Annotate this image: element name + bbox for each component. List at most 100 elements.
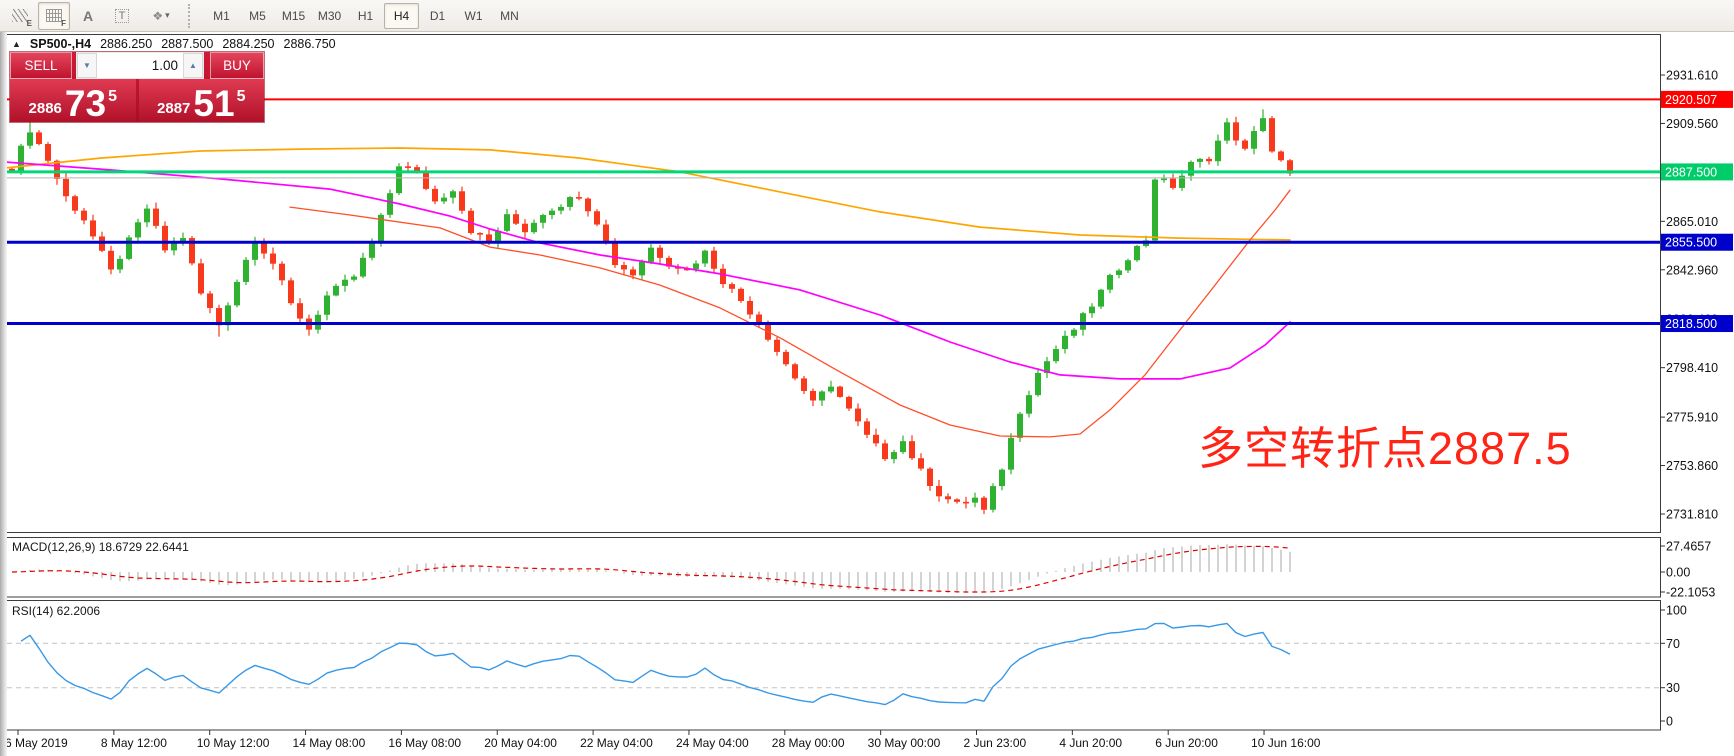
timeframe-H4[interactable]: H4 <box>384 2 419 29</box>
sell-price-prefix: 2886 <box>28 100 62 117</box>
price-axis-label: 2798.410 <box>1666 361 1718 375</box>
buy-button[interactable]: BUY <box>210 52 264 79</box>
ohlc-low: 2884.250 <box>222 37 275 51</box>
candle-body <box>900 441 906 453</box>
candle-body <box>684 268 690 271</box>
candle-body <box>1233 122 1239 141</box>
candle-body <box>135 222 141 238</box>
macd-axis-label: 0.00 <box>1666 566 1690 580</box>
timeframe-MN[interactable]: MN <box>500 8 519 23</box>
candle-body <box>405 166 411 168</box>
one-click-trading-panel: SELL ▼ 1.00 ▲ BUY 2886 73 5 2887 51 5 <box>10 52 264 122</box>
grid-sub: F <box>61 18 66 28</box>
timeframe-W1[interactable]: W1 <box>464 8 483 23</box>
price-axis-label: 2842.960 <box>1666 263 1718 277</box>
candle-body <box>540 214 546 223</box>
volume-stepper: ▼ 1.00 ▲ <box>76 52 204 79</box>
price-axis-label: 2775.910 <box>1666 411 1718 425</box>
candle-body <box>1107 274 1113 290</box>
candle-body <box>243 259 249 282</box>
volume-down-button[interactable]: ▼ <box>77 53 97 78</box>
candle-body <box>207 293 213 309</box>
candle-body <box>954 499 960 502</box>
candle-body <box>585 198 591 212</box>
candle-body <box>1008 437 1014 470</box>
candle-body <box>1215 140 1221 162</box>
arrow-objects-icon: ❖ <box>152 8 164 23</box>
dropdown-caret-icon[interactable]: ▾ <box>165 10 170 20</box>
ohlc-open: 2886.250 <box>100 37 153 51</box>
volume-up-button[interactable]: ▲ <box>183 53 203 78</box>
text-box-tool-button[interactable]: T <box>106 2 138 30</box>
candle-body <box>252 242 258 260</box>
date-axis-label: 30 May 00:00 <box>868 736 941 750</box>
timeframe-M30[interactable]: M30 <box>317 8 342 23</box>
candle-body <box>828 386 834 392</box>
buy-price-button[interactable]: 2887 51 5 <box>138 79 264 124</box>
date-axis-label: 4 Jun 20:00 <box>1059 736 1122 750</box>
draw-lines-tool-button[interactable]: E <box>4 2 36 30</box>
candle-body <box>459 191 465 211</box>
candle-body <box>72 196 78 211</box>
text-label-tool-button[interactable]: A <box>72 2 104 30</box>
candle-body <box>738 288 744 301</box>
buy-price-big: 51 <box>193 82 235 124</box>
candle-body <box>891 452 897 460</box>
timeframe-D1[interactable]: D1 <box>429 8 446 23</box>
timeframe-M15[interactable]: M15 <box>281 8 306 23</box>
candle-body <box>639 261 645 276</box>
candle-body <box>702 250 708 264</box>
ma-slow-orange <box>4 147 1291 241</box>
date-axis-label: 2 Jun 23:00 <box>964 736 1027 750</box>
timeframe-bar: M1 M5 M15 M30 H1 H4 D1 W1 MN <box>204 2 527 29</box>
arrow-objects-tool-button[interactable]: ❖ ▾ <box>140 2 182 30</box>
macd-label: MACD(12,26,9) 18.6729 22.6441 <box>12 540 189 554</box>
candle-body <box>945 496 951 500</box>
timeframe-M1[interactable]: M1 <box>213 8 230 23</box>
candle-body <box>792 364 798 379</box>
candle-body <box>171 242 177 251</box>
candle-body <box>1089 306 1095 314</box>
grid-tool-button[interactable]: F <box>38 1 70 30</box>
draw-lines-sub: E <box>26 18 32 28</box>
candle-body <box>1170 178 1176 188</box>
candle-body <box>360 257 366 277</box>
candle-body <box>270 253 276 264</box>
rsi-axis-label: 30 <box>1666 681 1680 695</box>
candle-body <box>531 222 537 233</box>
chart-annotation: 多空转折点2887.5 <box>1198 423 1572 474</box>
candle-body <box>261 242 267 254</box>
candle-body <box>1197 158 1203 162</box>
candle-body <box>387 193 393 215</box>
collapse-arrow-icon[interactable]: ▲ <box>12 39 21 49</box>
price-badge <box>1661 163 1733 181</box>
timeframe-M5[interactable]: M5 <box>249 8 266 23</box>
candle-body <box>810 390 816 401</box>
candle-body <box>81 210 87 221</box>
candle-body <box>1179 175 1185 188</box>
candle-body <box>486 234 492 243</box>
candle-body <box>1242 140 1248 149</box>
ohlc-close: 2886.750 <box>283 37 336 51</box>
price-badge-label: 2887.500 <box>1665 165 1717 179</box>
candle-body <box>999 469 1005 487</box>
candle-body <box>711 250 717 269</box>
candle-body <box>495 230 501 243</box>
volume-input[interactable]: 1.00 <box>97 53 183 78</box>
candle-body <box>612 241 618 266</box>
candle-body <box>819 391 825 401</box>
timeframe-H1[interactable]: H1 <box>357 8 374 23</box>
price-axis-label: 2931.610 <box>1666 69 1718 83</box>
candle-body <box>1161 178 1167 181</box>
candle-body <box>873 434 879 444</box>
date-axis-label: 16 May 08:00 <box>388 736 461 750</box>
sell-price-button[interactable]: 2886 73 5 <box>10 79 136 122</box>
candle-body <box>477 233 483 235</box>
sell-button[interactable]: SELL <box>10 52 72 79</box>
candle-body <box>1035 372 1041 396</box>
candle-body <box>657 247 663 258</box>
candle-body <box>225 305 231 326</box>
candle-body <box>1152 179 1158 241</box>
candle-body <box>27 132 33 146</box>
